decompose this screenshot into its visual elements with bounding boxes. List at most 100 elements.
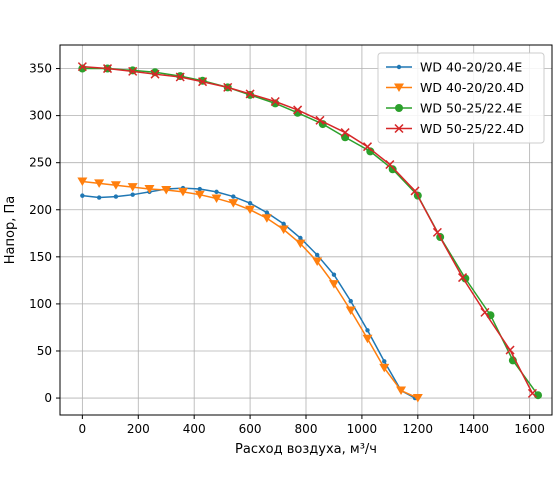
data-point: [161, 185, 172, 195]
data-point: [365, 328, 370, 333]
y-tick-label: 150: [29, 250, 52, 264]
series-1: [80, 185, 418, 401]
data-point: [348, 298, 353, 304]
data-point: [345, 306, 356, 315]
series-line: [82, 67, 539, 396]
data-point: [245, 89, 255, 99]
y-tick-label: 0: [44, 391, 52, 405]
data-point: [293, 105, 303, 115]
data-point: [110, 181, 121, 190]
y-tick-label: 100: [29, 297, 52, 311]
legend-entry: WD 40-20/20.4D: [386, 80, 524, 95]
data-point: [340, 128, 350, 138]
ticks: 0 200 400 600 800 1000 1200 1400 1600 0 50 100 150 20…: [29, 62, 545, 436]
data-point: [432, 227, 442, 237]
data-point: [77, 177, 88, 187]
y-axis-label: Напор, Па: [3, 196, 18, 264]
x-tick-label: 400: [183, 422, 206, 436]
data-point: [396, 386, 407, 396]
data-point: [150, 69, 160, 79]
data-point: [410, 186, 420, 196]
data-point: [245, 205, 256, 215]
data-point: [379, 363, 390, 373]
x-tick-label: 1200: [403, 422, 434, 436]
data-point: [412, 394, 423, 403]
data-point: [175, 72, 185, 82]
legend-marker: [394, 83, 404, 92]
legend-marker: [396, 64, 402, 70]
data-point: [270, 96, 280, 107]
data-point: [388, 165, 397, 174]
data-point: [247, 200, 253, 206]
data-point: [366, 147, 375, 156]
legend-marker: [395, 104, 403, 112]
data-point: [231, 194, 236, 199]
y-tick-label: 50: [37, 344, 52, 358]
data-point: [328, 280, 339, 289]
data-point: [261, 214, 272, 223]
legend-box: [377, 52, 545, 144]
data-point: [128, 66, 138, 76]
data-point: [194, 190, 205, 200]
x-tick-label: 200: [127, 422, 150, 436]
data-point: [223, 82, 233, 92]
data-point: [113, 194, 119, 199]
x-tick-label: 0: [79, 422, 87, 436]
x-tick-label: 1000: [347, 422, 378, 436]
series-line: [82, 65, 534, 394]
data-point: [312, 257, 323, 267]
data-point: [480, 307, 490, 317]
x-tick-label: 1400: [458, 422, 489, 436]
data-point: [527, 388, 537, 398]
data-point: [77, 62, 87, 72]
data-point: [295, 239, 306, 249]
legend-entry: WD 50-25/22.4E: [386, 101, 522, 116]
data-point: [127, 183, 138, 192]
x-axis-label: Расход воздуха, м³/ч: [235, 442, 377, 457]
x-tick-label: 800: [295, 422, 318, 436]
data-point: [197, 186, 202, 192]
legend: WD 40-20/20.4E WD 40-20/20.4D WD 50-25/22.…: [377, 52, 545, 144]
y-tick-label: 300: [29, 109, 52, 123]
data-point: [314, 252, 320, 258]
y-tick-label: 250: [29, 156, 52, 170]
legend-label: WD 50-25/22.4D: [420, 121, 524, 136]
data-point: [362, 142, 373, 152]
data-point: [362, 334, 373, 344]
legend-marker: [394, 123, 404, 134]
legend-label: WD 40-20/20.4E: [420, 60, 522, 75]
data-point: [198, 77, 208, 87]
legend-entry: WD 50-25/22.4D: [386, 121, 524, 136]
series-4: [77, 62, 537, 398]
data-point: [458, 273, 468, 283]
data-point: [385, 160, 395, 170]
series-2: [77, 177, 423, 403]
legend-entry: WD 40-20/20.4E: [386, 60, 522, 75]
data-point: [102, 64, 113, 74]
y-tick-label: 350: [29, 62, 52, 76]
legend-label: WD 40-20/20.4D: [420, 80, 524, 95]
data-point: [96, 195, 102, 200]
data-point: [505, 345, 515, 355]
data-point: [94, 179, 105, 188]
y-tick-label: 200: [29, 203, 52, 217]
data-point: [315, 115, 325, 125]
data-point: [214, 189, 219, 195]
data-point: [178, 187, 188, 197]
x-tick-label: 600: [239, 422, 262, 436]
data-point: [264, 210, 270, 215]
data-point: [144, 185, 155, 194]
data-point: [281, 221, 286, 227]
data-point: [331, 272, 337, 277]
data-point: [80, 193, 85, 198]
series-layer: [77, 62, 543, 403]
legend-label: WD 50-25/22.4E: [420, 101, 522, 116]
x-tick-label: 1600: [514, 422, 545, 436]
data-point: [211, 194, 222, 203]
data-point: [278, 225, 289, 235]
data-point: [228, 199, 239, 208]
data-point: [130, 192, 135, 197]
data-point: [382, 359, 387, 364]
data-point: [298, 235, 303, 241]
